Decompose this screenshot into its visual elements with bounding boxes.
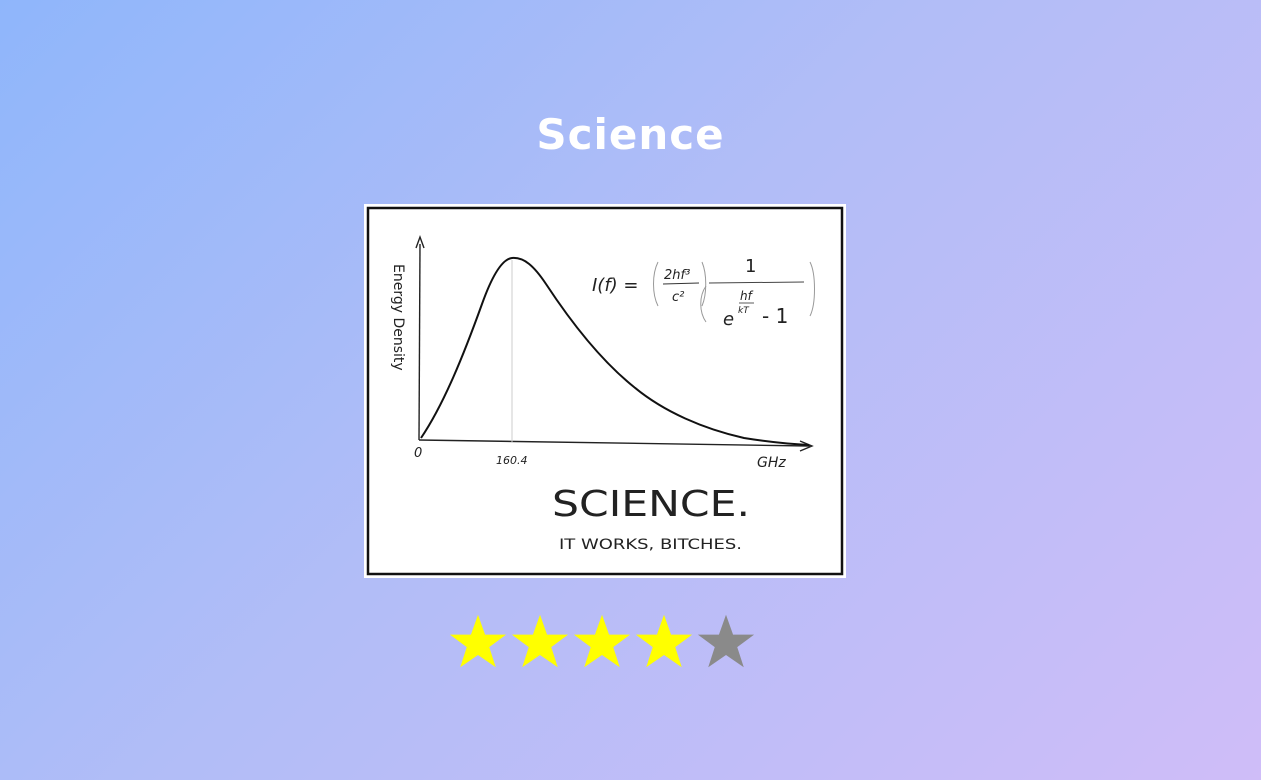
- star-filled-icon[interactable]: [511, 606, 569, 676]
- formula-lhs: I(f) =: [592, 275, 639, 296]
- y-axis: [418, 243, 421, 441]
- formula-exp-num: hf: [740, 289, 754, 303]
- formula-paren-2-right: [809, 261, 815, 317]
- formula-frac1-den: c²: [672, 290, 684, 305]
- x-axis: [418, 439, 811, 447]
- planck-curve: [420, 256, 810, 446]
- formula-frac2-num: 1: [745, 256, 756, 277]
- comic-svg: Energy Density 0 160.4 GHz I(f) = 2hf³ c…: [366, 206, 844, 576]
- star-filled-icon[interactable]: [573, 606, 631, 676]
- formula-exp-den: kT: [738, 306, 750, 316]
- x-peak-label: 160.4: [496, 454, 528, 467]
- page-title: Science: [536, 110, 725, 159]
- x-origin-label: 0: [414, 446, 422, 461]
- formula-den-minus: - 1: [762, 304, 788, 328]
- star-filled-icon[interactable]: [449, 606, 507, 676]
- formula-frac1-bar: [662, 282, 700, 285]
- comic-image: Energy Density 0 160.4 GHz I(f) = 2hf³ c…: [364, 204, 846, 578]
- y-axis-arrow: [415, 234, 425, 249]
- comic-subcaption: IT WORKS, BITCHES.: [559, 537, 742, 553]
- formula-frac2-bar: [708, 281, 805, 284]
- formula-paren-2-left: [700, 285, 707, 323]
- star-empty-icon[interactable]: [697, 606, 755, 676]
- comic-caption: SCIENCE.: [552, 484, 750, 525]
- x-unit-label: GHz: [757, 455, 786, 471]
- y-axis-label: Energy Density: [390, 264, 406, 371]
- formula-frac1-num: 2hf³: [664, 268, 690, 283]
- star-filled-icon[interactable]: [635, 606, 693, 676]
- formula-den-base: e: [723, 309, 734, 330]
- formula-paren-1-left: [653, 261, 659, 307]
- x-axis-arrow: [799, 440, 814, 452]
- formula-paren-1-right: [701, 261, 707, 307]
- star-rating[interactable]: [449, 606, 755, 676]
